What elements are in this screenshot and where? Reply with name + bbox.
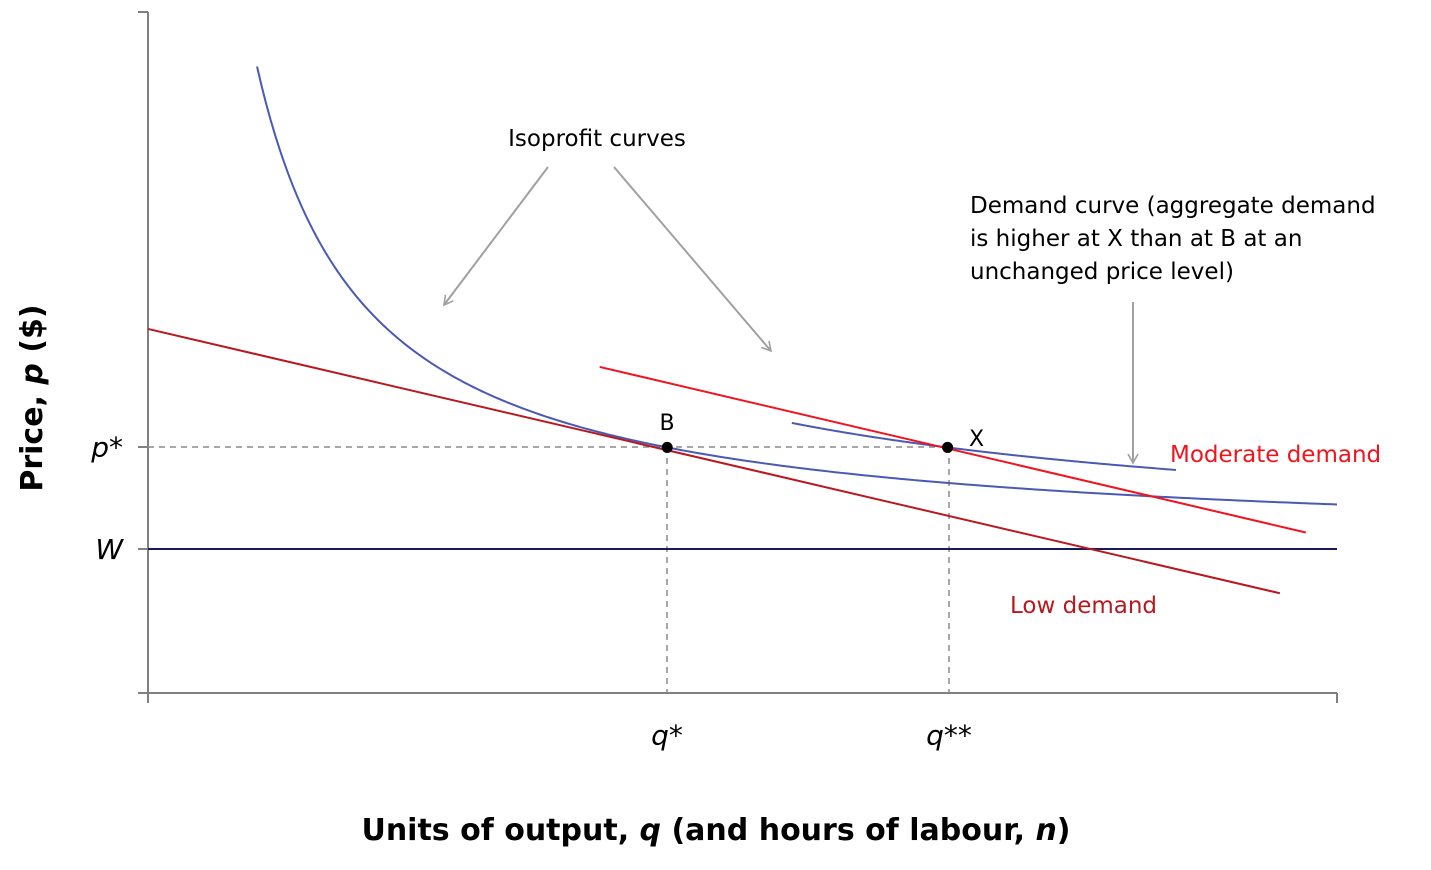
low-demand-line [147,327,1281,595]
isoprofit-arrow-right [613,166,773,353]
y-tick-pstar: p* [90,431,123,464]
point-x [942,441,954,453]
isoprofit-curve-2 [791,421,1177,471]
point-x-label: X [969,427,984,452]
x-axis-title: Units of output, q (and hours of labour,… [361,813,1070,848]
isoprofit-curve-1 [256,66,1338,506]
isoprofit-label: Isoprofit curves [508,126,686,152]
x-tick-qstar: q* [651,719,683,752]
low-demand-label: Low demand [1010,593,1157,619]
point-b [661,441,673,453]
demand-annotation-line-2: is higher at X than at B at an [970,226,1302,252]
isoprofit-arrow-left [443,166,549,307]
y-axis-title: Price, p ($) [15,304,50,491]
demand-annotation-line-1: Demand curve (aggregate demand [970,193,1376,219]
point-b-label: B [659,411,674,436]
moderate-demand-line [599,365,1307,534]
y-tick-w: W [95,533,124,566]
demand-annotation-line-3: unchanged price level) [970,259,1234,285]
x-tick-qstarstar: q** [926,719,972,752]
moderate-demand-label: Moderate demand [1170,442,1381,468]
